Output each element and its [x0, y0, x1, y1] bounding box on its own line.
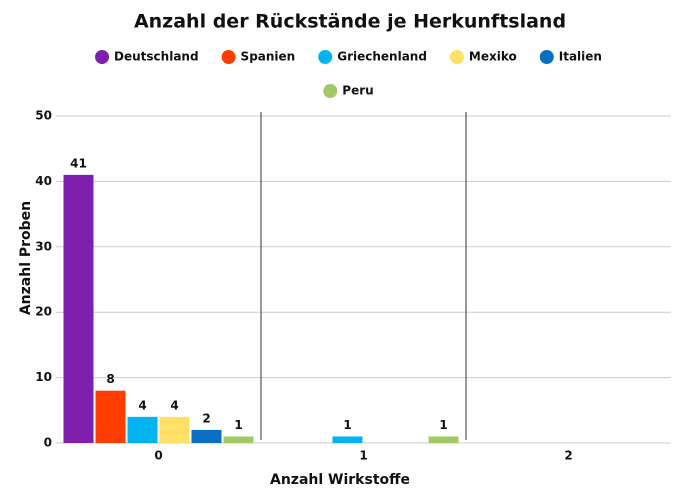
y-axis-title: Anzahl Proben: [18, 201, 34, 315]
y-tick-label: 50: [35, 109, 52, 123]
legend-swatch: [221, 50, 236, 64]
bar: [95, 390, 126, 443]
data-label: 1: [234, 418, 242, 432]
y-tick-label: 40: [35, 174, 52, 188]
legend-swatch: [323, 84, 338, 98]
y-tick-label: 0: [44, 436, 52, 450]
legend-label: Griechenland: [337, 50, 427, 64]
data-label: 1: [343, 418, 351, 432]
data-label: 4: [138, 398, 146, 412]
bar: [223, 436, 254, 443]
legend-label: Mexiko: [469, 50, 517, 64]
data-label: 41: [70, 156, 87, 170]
x-tick-label: 1: [359, 449, 367, 463]
legend-swatch: [318, 50, 333, 64]
legend-label: Spanien: [241, 50, 296, 64]
bar: [191, 429, 222, 443]
bar: [127, 416, 158, 443]
bar: [159, 416, 190, 443]
bar: [332, 436, 363, 443]
data-label: 2: [202, 411, 210, 425]
data-label: 8: [106, 372, 114, 386]
y-tick-label: 10: [35, 370, 52, 384]
legend-swatch: [539, 50, 554, 64]
y-tick-label: 20: [35, 305, 52, 319]
legend-label: Italien: [559, 50, 602, 64]
bar: [63, 174, 94, 444]
x-axis-title: Anzahl Wirkstoffe: [270, 472, 410, 488]
legend-swatch: [449, 50, 464, 64]
x-tick-label: 2: [564, 449, 572, 463]
legend-label: Deutschland: [114, 50, 199, 64]
bar: [428, 436, 459, 443]
chart-title: Anzahl der Rückstände je Herkunftsland: [134, 11, 566, 33]
legend-label: Peru: [342, 84, 373, 98]
y-tick-label: 30: [35, 239, 52, 253]
legend-swatch: [95, 50, 110, 64]
data-label: 4: [170, 398, 178, 412]
x-tick-label: 0: [154, 449, 162, 463]
data-label: 1: [439, 418, 447, 432]
